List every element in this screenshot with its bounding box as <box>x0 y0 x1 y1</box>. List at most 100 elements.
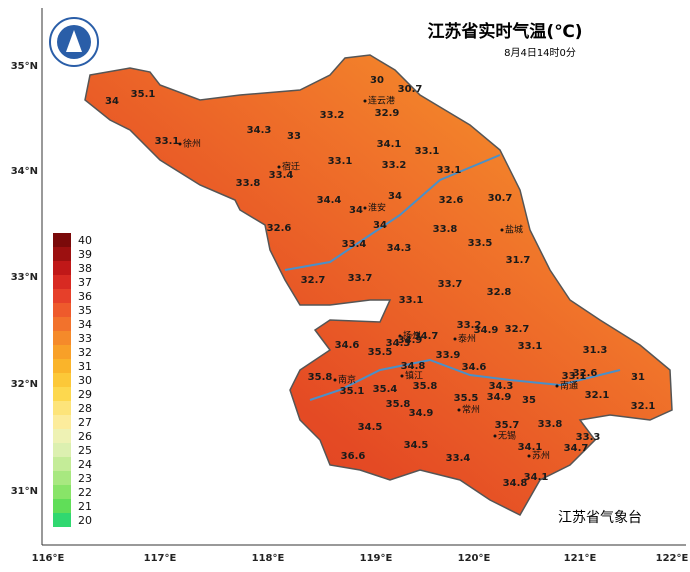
station-temp: 33.1 <box>437 165 462 176</box>
legend-label: 35 <box>78 304 92 317</box>
station-temp: 31.3 <box>583 345 608 356</box>
legend-swatch <box>53 401 71 415</box>
station-temp: 34.3 <box>386 338 411 349</box>
station-temp: 35.5 <box>368 347 393 358</box>
station-temp: 33.8 <box>236 178 261 189</box>
station-temp: 33.1 <box>328 156 353 167</box>
station-temp: 34 <box>373 220 387 231</box>
station-temp: 34.9 <box>398 335 423 346</box>
legend-swatch <box>53 359 71 373</box>
city-dot <box>333 378 337 382</box>
city-name: 淮安 <box>368 202 386 214</box>
city-dot <box>453 337 457 341</box>
city-name: 泰州 <box>458 333 476 345</box>
city-name: 苏州 <box>532 450 550 462</box>
lat-label: 32°N <box>11 379 38 390</box>
lat-label: 31°N <box>11 486 38 497</box>
legend-swatch <box>53 303 71 317</box>
station-temp: 35.1 <box>340 386 365 397</box>
station-temp: 33.7 <box>438 279 463 290</box>
station-temp: 32.8 <box>487 287 512 298</box>
station-temp: 31.7 <box>506 255 531 266</box>
legend-swatch <box>53 513 71 527</box>
city-dot <box>363 206 367 210</box>
lon-label: 116°E <box>32 553 65 564</box>
station-temp: 34.5 <box>404 440 429 451</box>
station-temp: 34.6 <box>462 362 487 373</box>
city-dot <box>178 142 182 146</box>
station-temp: 32.7 <box>505 324 530 335</box>
station-temp: 34.9 <box>474 325 499 336</box>
city-dot <box>457 408 461 412</box>
legend-label: 39 <box>78 248 92 261</box>
city-dot <box>398 334 402 338</box>
station-temp: 33.3 <box>576 432 601 443</box>
legend-label: 31 <box>78 360 92 373</box>
legend-label: 32 <box>78 346 92 359</box>
station-temp: 33.7 <box>348 273 373 284</box>
station-temp: 34.3 <box>247 125 272 136</box>
station-temp: 33.1 <box>562 371 587 382</box>
station-temp: 32.6 <box>267 223 292 234</box>
lat-label: 33°N <box>11 272 38 283</box>
station-temp: 34.1 <box>518 442 543 453</box>
station-temp: 30 <box>370 75 384 86</box>
legend-swatch <box>53 443 71 457</box>
legend-swatch <box>53 387 71 401</box>
station-temp: 34 <box>388 191 402 202</box>
station-temp: 32.1 <box>585 390 610 401</box>
station-temp: 30.7 <box>398 84 423 95</box>
legend-swatch <box>53 317 71 331</box>
city-name: 盐城 <box>505 224 523 236</box>
legend-swatch <box>53 345 71 359</box>
station-temp: 34.9 <box>409 408 434 419</box>
station-temp: 33.1 <box>399 295 424 306</box>
city-name: 连云港 <box>368 95 395 107</box>
legend-label: 38 <box>78 262 92 275</box>
legend-swatch <box>53 499 71 513</box>
station-temp: 31 <box>631 372 645 383</box>
station-temp: 36.6 <box>341 451 366 462</box>
station-temp: 33.1 <box>518 341 543 352</box>
lon-label: 122°E <box>656 553 689 564</box>
station-temp: 33.2 <box>457 320 482 331</box>
city-dot <box>400 374 404 378</box>
lat-label: 35°N <box>11 61 38 72</box>
station-temp: 34 <box>349 205 363 216</box>
legend-swatch <box>53 457 71 471</box>
legend-swatch <box>53 373 71 387</box>
station-temp: 34.8 <box>503 478 528 489</box>
station-temp: 35.4 <box>373 384 398 395</box>
legend-swatch <box>53 233 71 247</box>
lon-label: 119°E <box>360 553 393 564</box>
frame <box>41 8 686 546</box>
station-temp: 34.1 <box>524 472 549 483</box>
city-name: 扬州 <box>403 330 421 342</box>
legend-label: 26 <box>78 430 92 443</box>
legend-swatch <box>53 289 71 303</box>
time: 8月4日14时0分 <box>504 47 576 59</box>
city-dot <box>363 99 367 103</box>
city-name: 镇江 <box>405 370 423 382</box>
station-temp: 33.5 <box>468 238 493 249</box>
station-temp: 34.6 <box>335 340 360 351</box>
footer: 江苏省气象台 <box>558 510 642 526</box>
city-dot <box>555 384 559 388</box>
legend-label: 37 <box>78 276 92 289</box>
lon-label: 120°E <box>458 553 491 564</box>
layer: 35°N 34°N 33°N 32°N 31°N 116°E 117°E 118°E 119°E… <box>11 61 689 564</box>
legend-label: 20 <box>78 514 92 527</box>
station-temp: 32.1 <box>631 401 656 412</box>
station-temp: 32.7 <box>301 275 326 286</box>
city-dot <box>527 454 531 458</box>
station-temp: 33.1 <box>415 146 440 157</box>
city-name: 南通 <box>560 380 578 392</box>
station-temp: 34.1 <box>377 139 402 150</box>
title: 江苏省实时气温(℃) <box>427 21 582 42</box>
station-temp: 33.4 <box>269 170 294 181</box>
station-temp: 30.7 <box>488 193 513 204</box>
station-temp: 32.9 <box>375 108 400 119</box>
legend-swatch <box>53 471 71 485</box>
station-temp: 34.3 <box>387 243 412 254</box>
station-temp: 35.8 <box>308 372 333 383</box>
